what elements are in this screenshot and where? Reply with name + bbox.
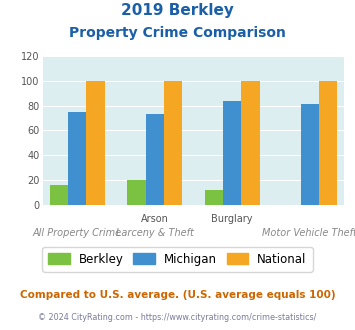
Text: Compared to U.S. average. (U.S. average equals 100): Compared to U.S. average. (U.S. average … bbox=[20, 290, 335, 300]
Bar bbox=[223, 101, 241, 205]
Bar bbox=[319, 81, 337, 205]
Text: 2019 Berkley: 2019 Berkley bbox=[121, 3, 234, 18]
Bar bbox=[301, 104, 319, 205]
Text: Property Crime Comparison: Property Crime Comparison bbox=[69, 26, 286, 40]
Bar bbox=[146, 114, 164, 205]
Text: Arson: Arson bbox=[141, 214, 169, 224]
Text: Burglary: Burglary bbox=[212, 214, 253, 224]
Text: © 2024 CityRating.com - https://www.cityrating.com/crime-statistics/: © 2024 CityRating.com - https://www.city… bbox=[38, 314, 317, 322]
Text: All Property Crime: All Property Crime bbox=[33, 228, 122, 238]
Bar bbox=[127, 180, 146, 205]
Bar bbox=[50, 185, 68, 205]
Text: Motor Vehicle Theft: Motor Vehicle Theft bbox=[262, 228, 355, 238]
Legend: Berkley, Michigan, National: Berkley, Michigan, National bbox=[43, 247, 312, 272]
Bar bbox=[241, 81, 260, 205]
Bar bbox=[205, 190, 223, 205]
Text: Larceny & Theft: Larceny & Theft bbox=[116, 228, 194, 238]
Bar bbox=[86, 81, 105, 205]
Bar bbox=[164, 81, 182, 205]
Bar bbox=[68, 112, 86, 205]
